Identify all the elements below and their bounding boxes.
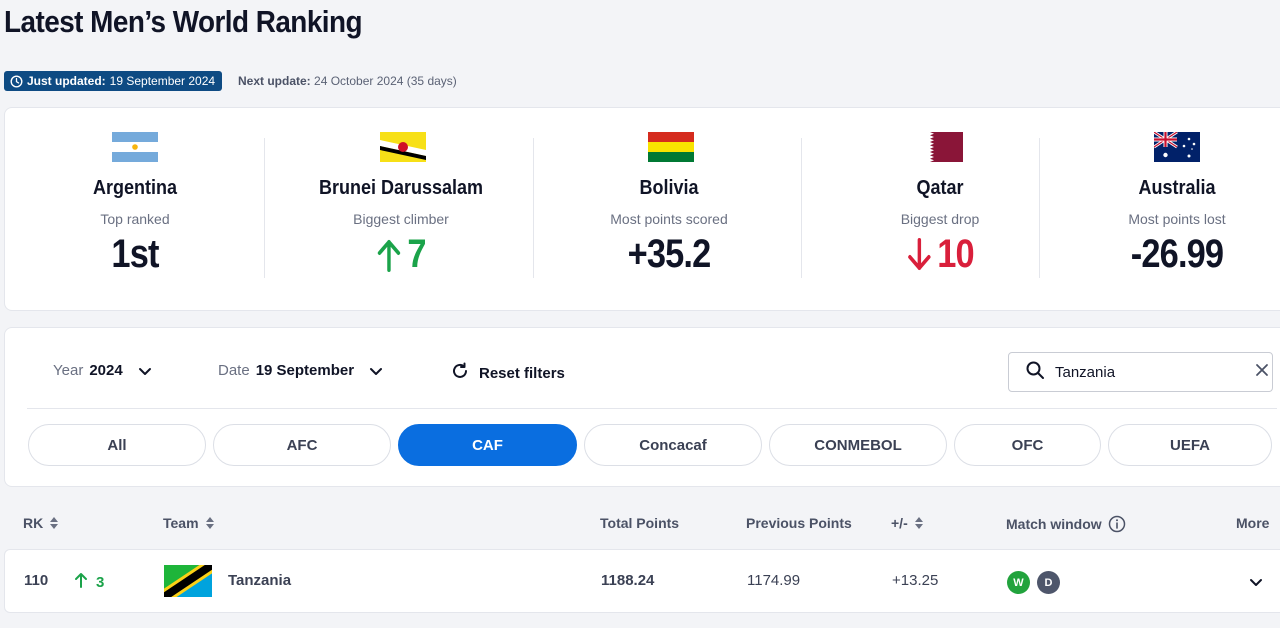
column-match-window-label: Match window bbox=[1006, 516, 1102, 532]
brunei-flag bbox=[380, 132, 426, 162]
reset-filters-button[interactable]: Reset filters bbox=[451, 362, 565, 384]
chevron-down-icon bbox=[368, 363, 384, 379]
qatar-flag bbox=[917, 132, 963, 162]
highlight-value: 7 bbox=[286, 232, 516, 277]
confederation-tab-caf[interactable]: CAF bbox=[398, 424, 577, 466]
highlight-biggest-climber[interactable]: Brunei Darussalam Biggest climber 7 bbox=[267, 108, 535, 312]
chevron-down-icon bbox=[137, 363, 153, 379]
table-header: RK Team Total Points Previous Points +/-… bbox=[0, 515, 1280, 535]
australia-flag bbox=[1154, 132, 1200, 162]
search-icon bbox=[1025, 360, 1045, 385]
highlight-value-text: +35.2 bbox=[627, 232, 712, 276]
column-team[interactable]: Team bbox=[163, 515, 215, 531]
date-label: Date bbox=[218, 362, 250, 379]
row-rank: 110 bbox=[24, 572, 49, 589]
divider bbox=[801, 138, 802, 278]
result-badge-win: W bbox=[1007, 571, 1030, 594]
confederation-tab-uefa[interactable]: UEFA bbox=[1108, 424, 1272, 466]
year-label: Year bbox=[53, 362, 84, 379]
highlight-value-text: 10 bbox=[937, 232, 974, 276]
date-dropdown[interactable]: Date 19 September bbox=[218, 362, 384, 379]
filter-divider bbox=[27, 408, 1277, 409]
search-box bbox=[1008, 352, 1273, 392]
sort-icon bbox=[49, 516, 59, 530]
column-match-window: Match window bbox=[1006, 515, 1126, 533]
row-diff: +13.25 bbox=[892, 572, 939, 589]
highlight-caption: Most points scored bbox=[610, 211, 728, 227]
column-rank[interactable]: RK bbox=[23, 515, 59, 531]
divider bbox=[264, 138, 265, 278]
sort-icon bbox=[914, 516, 924, 530]
highlight-team: Qatar bbox=[916, 177, 964, 199]
arrow-up-icon bbox=[376, 238, 402, 272]
next-update: Next update: 24 October 2024 (35 days) bbox=[238, 74, 457, 88]
filter-card: Year 2024 Date 19 September Reset filter… bbox=[4, 327, 1280, 487]
year-value: 2024 bbox=[89, 362, 123, 379]
confederation-tab-ofc[interactable]: OFC bbox=[954, 424, 1101, 466]
highlight-biggest-drop[interactable]: Qatar Biggest drop 10 bbox=[805, 108, 1075, 312]
row-total-points: 1188.24 bbox=[601, 572, 655, 589]
column-total-points: Total Points bbox=[600, 515, 680, 531]
row-previous-points: 1174.99 bbox=[747, 572, 801, 589]
highlight-caption: Biggest drop bbox=[900, 211, 980, 227]
highlights-card: Argentina Top ranked 1st Brunei Darussal… bbox=[4, 107, 1280, 311]
search-input[interactable] bbox=[1055, 363, 1254, 381]
column-diff[interactable]: +/- bbox=[891, 515, 924, 531]
highlight-most-points-lost[interactable]: Australia Most points lost -26.99 bbox=[1041, 108, 1280, 312]
row-team-name[interactable]: Tanzania bbox=[228, 572, 292, 589]
divider bbox=[1039, 138, 1040, 278]
highlight-value: -26.99 bbox=[1060, 232, 1280, 277]
highlight-value: +35.2 bbox=[554, 232, 784, 277]
chevron-down-icon[interactable] bbox=[1248, 574, 1264, 590]
reset-icon bbox=[451, 362, 469, 384]
updated-date: 19 September 2024 bbox=[109, 74, 216, 88]
table-row[interactable]: 110 3 Tanzania 1188.24 1174.99 +13.25 W … bbox=[4, 549, 1280, 613]
sort-icon bbox=[205, 516, 215, 530]
row-movement: 3 bbox=[74, 572, 104, 592]
page-title: Latest Men’s World Ranking bbox=[4, 4, 363, 39]
next-update-date: 24 October 2024 (35 days) bbox=[314, 74, 457, 88]
year-dropdown[interactable]: Year 2024 bbox=[53, 362, 153, 379]
result-badge-draw: D bbox=[1037, 571, 1060, 594]
column-diff-label: +/- bbox=[891, 515, 908, 531]
highlight-team: Argentina bbox=[92, 177, 178, 199]
row-movement-value: 3 bbox=[96, 573, 105, 591]
highlight-value: 1st bbox=[23, 232, 247, 277]
confederation-tab-concacaf[interactable]: Concacaf bbox=[584, 424, 762, 466]
argentina-flag bbox=[112, 132, 158, 162]
highlight-caption: Biggest climber bbox=[353, 211, 449, 227]
bolivia-flag bbox=[648, 132, 694, 162]
divider bbox=[533, 138, 534, 278]
column-more: More bbox=[1236, 515, 1270, 531]
updated-label: Just updated: bbox=[27, 74, 106, 88]
highlight-team: Brunei Darussalam bbox=[318, 177, 484, 199]
confederation-tab-afc[interactable]: AFC bbox=[213, 424, 391, 466]
arrow-up-icon bbox=[74, 572, 88, 592]
column-rank-label: RK bbox=[23, 515, 44, 531]
highlight-value-text: 1st bbox=[111, 232, 159, 276]
info-icon[interactable] bbox=[1108, 515, 1126, 533]
highlight-value-text: -26.99 bbox=[1130, 232, 1224, 276]
highlight-caption: Most points lost bbox=[1128, 211, 1226, 227]
highlight-most-points-scored[interactable]: Bolivia Most points scored +35.2 bbox=[535, 108, 803, 312]
column-previous-points: Previous Points bbox=[746, 515, 852, 531]
arrow-down-icon bbox=[906, 237, 932, 272]
reset-filters-label: Reset filters bbox=[479, 364, 565, 382]
highlight-team: Australia bbox=[1138, 177, 1216, 199]
clear-search-icon[interactable] bbox=[1254, 362, 1270, 383]
highlight-top-ranked[interactable]: Argentina Top ranked 1st bbox=[5, 108, 265, 312]
highlight-value-text: 7 bbox=[407, 232, 426, 276]
highlight-team: Bolivia bbox=[639, 177, 699, 199]
updated-badge: Just updated: 19 September 2024 bbox=[4, 71, 223, 91]
confederation-tab-all[interactable]: All bbox=[28, 424, 206, 466]
column-team-label: Team bbox=[163, 515, 199, 531]
highlight-value: 10 bbox=[824, 232, 1056, 277]
highlight-caption: Top ranked bbox=[100, 211, 170, 227]
next-update-label: Next update: bbox=[238, 74, 311, 88]
tanzania-flag bbox=[164, 565, 212, 597]
confederation-tab-conmebol[interactable]: CONMEBOL bbox=[769, 424, 947, 466]
clock-icon bbox=[10, 75, 23, 88]
date-value: 19 September bbox=[255, 362, 355, 379]
